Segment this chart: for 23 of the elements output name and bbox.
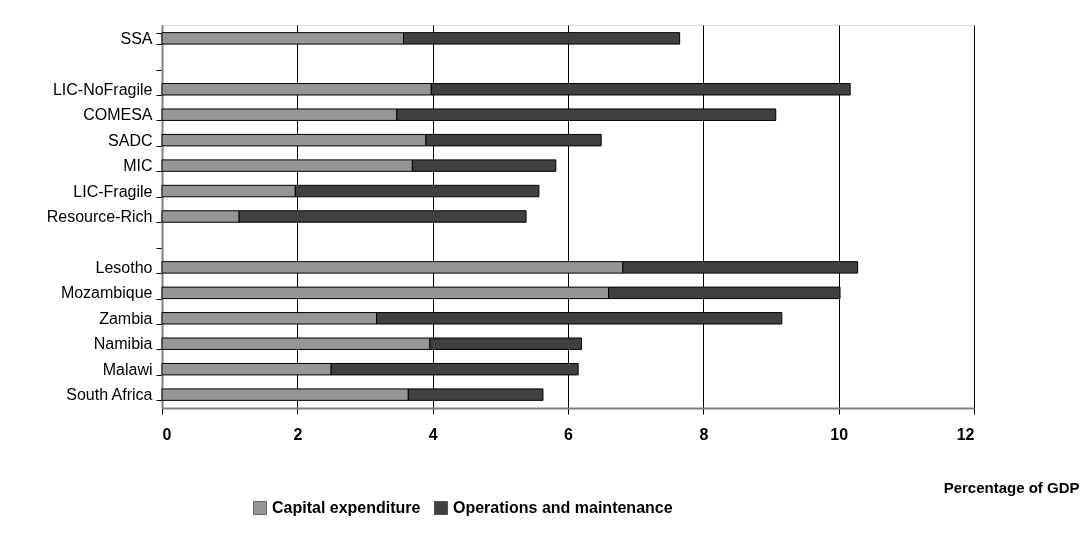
y-tick-label: COMESA	[83, 106, 153, 124]
y-tick-label: Lesotho	[95, 258, 153, 276]
x-tick-label: 2	[293, 425, 303, 443]
y-tick-label: SADC	[108, 131, 153, 149]
y-tick-label: MIC	[123, 157, 153, 175]
x-tick-label: 6	[564, 425, 574, 443]
x-tick-label: 10	[830, 425, 849, 443]
y-tick-label: Malawi	[102, 360, 153, 378]
x-axis-title: Percentage of GDP	[943, 478, 1080, 496]
x-tick-label: 0	[162, 425, 172, 443]
y-tick-label: Resource-Rich	[46, 208, 153, 225]
y-tick-label: Mozambique	[60, 284, 153, 302]
x-tick-label: 4	[428, 425, 438, 443]
x-tick-label: 12	[956, 425, 975, 443]
legend-label: Capital expenditure	[272, 499, 421, 516]
y-tick-label: Zambia	[99, 309, 153, 327]
y-tick-label: SSA	[120, 29, 153, 47]
y-tick-label: LIC-Fragile	[73, 182, 153, 200]
legend-label: Operations and maintenance	[453, 499, 673, 516]
x-tick-label: 8	[699, 425, 709, 443]
y-tick-label: South Africa	[66, 386, 153, 404]
y-tick-label: Namibia	[93, 335, 153, 353]
y-tick-label: LIC-NoFragile	[52, 80, 153, 98]
